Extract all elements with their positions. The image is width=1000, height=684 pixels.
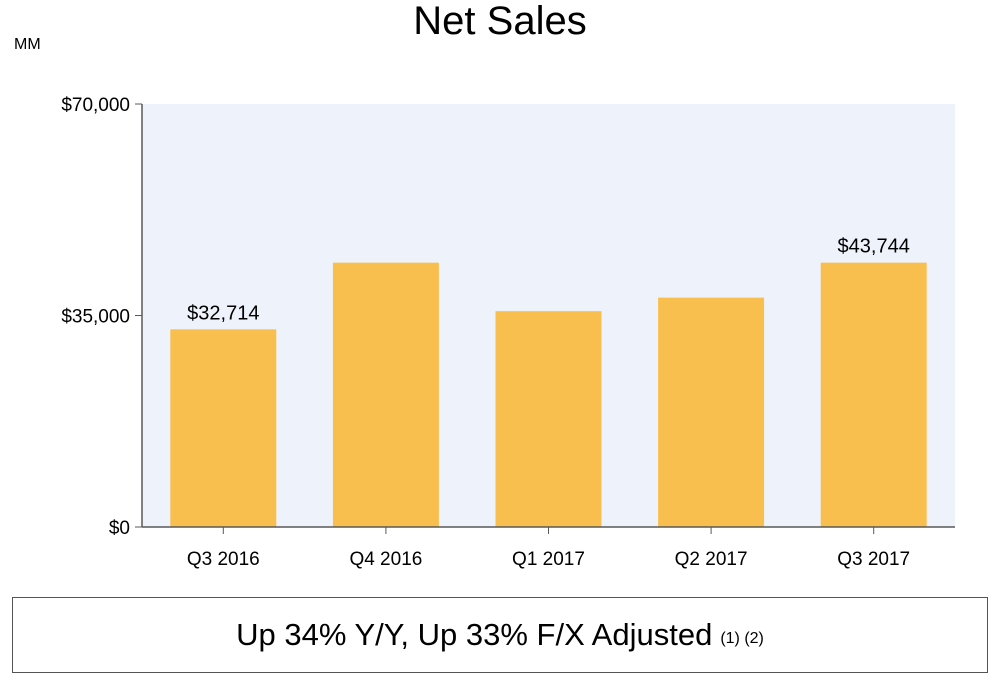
bar xyxy=(332,262,439,527)
data-label: $43,744 xyxy=(838,236,910,258)
bar xyxy=(820,262,927,527)
bar xyxy=(495,311,602,527)
bar-chart: Q3 2016 $32,714 Q4 2016 Q1 2017 Q2 2017 Q3 20… xyxy=(61,95,955,570)
summary-box: Up 34% Y/Y, Up 33% F/X Adjusted (1) (2) xyxy=(12,597,988,673)
x-tick-label: Q3 2017 xyxy=(837,549,910,570)
unit-label: MM xyxy=(14,36,41,53)
summary-footnote: (1) (2) xyxy=(720,630,764,647)
summary-text: Up 34% Y/Y, Up 33% F/X Adjusted xyxy=(236,617,713,652)
y-tick-label: $35,000 xyxy=(61,307,130,328)
x-tick-label: Q4 2016 xyxy=(349,549,422,570)
data-label: $32,714 xyxy=(187,302,259,324)
x-tick-label: Q1 2017 xyxy=(512,549,585,570)
y-tick-label: $0 xyxy=(109,518,130,539)
chart-title: Net Sales xyxy=(413,0,587,43)
x-tick-label: Q3 2016 xyxy=(187,549,260,570)
bar xyxy=(658,297,765,527)
y-tick-label: $70,000 xyxy=(61,95,130,116)
x-tick-label: Q2 2017 xyxy=(675,549,748,570)
bar xyxy=(170,329,277,527)
